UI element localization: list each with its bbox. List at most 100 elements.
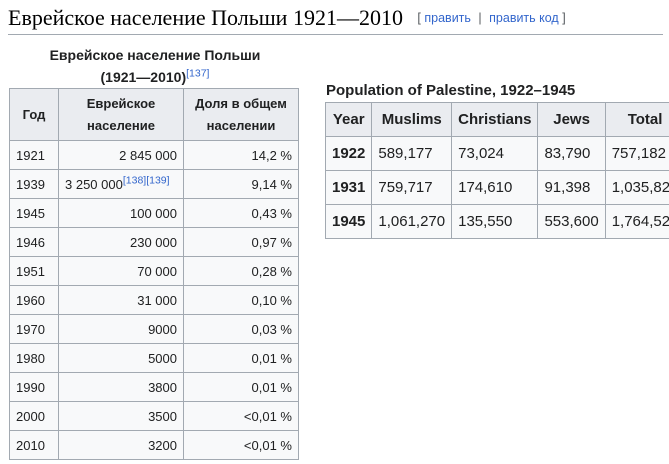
cell-year: 1980 bbox=[9, 343, 59, 373]
population-value: 5000 bbox=[148, 350, 177, 366]
cell-share: 0,03 % bbox=[183, 314, 299, 344]
cell-christians: 73,024 bbox=[451, 136, 539, 171]
edit-divider: | bbox=[478, 11, 482, 25]
cell-year: 2000 bbox=[9, 401, 59, 431]
population-value: 31 000 bbox=[137, 292, 177, 308]
table-row: 1951 70 000 0,28 % bbox=[9, 256, 299, 286]
cell-year: 1939 bbox=[9, 169, 59, 199]
palestine-population-table: Year Muslims Christians Jews Total 1922 5… bbox=[324, 102, 669, 239]
cell-muslims: 589,177 bbox=[371, 136, 453, 171]
cell-jews: 83,790 bbox=[537, 136, 606, 171]
column-header-christians: Christians bbox=[451, 102, 539, 137]
cell-share: 0,28 % bbox=[183, 256, 299, 286]
cell-share: <0,01 % bbox=[183, 401, 299, 431]
cell-population: 3800 bbox=[58, 372, 184, 402]
cell-jews: 91,398 bbox=[537, 170, 606, 205]
column-header-muslims: Muslims bbox=[371, 102, 453, 137]
cell-population: 9000 bbox=[58, 314, 184, 344]
cell-year: 1945 bbox=[9, 198, 59, 228]
cell-year: 1951 bbox=[9, 256, 59, 286]
cell-share: 0,01 % bbox=[183, 372, 299, 402]
cell-share: <0,01 % bbox=[183, 430, 299, 460]
cell-muslims: 759,717 bbox=[371, 170, 453, 205]
palestine-table-caption: Population of Palestine, 1922–1945 bbox=[326, 82, 576, 99]
column-header-jews: Jews bbox=[537, 102, 606, 137]
cell-year: 1946 bbox=[9, 227, 59, 257]
column-header-share: Доля в общем населении bbox=[183, 88, 299, 141]
caption-line-2: (1921—2010)[137] bbox=[9, 66, 301, 88]
cell-population: 3200 bbox=[58, 430, 184, 460]
section-heading: Еврейское население Польши 1921—2010 [ п… bbox=[8, 4, 663, 35]
cell-christians: 135,550 bbox=[451, 204, 539, 239]
population-value: 9000 bbox=[148, 321, 177, 337]
table-row: 1990 3800 0,01 % bbox=[9, 372, 299, 402]
caption-years: (1921—2010) bbox=[100, 69, 187, 85]
cell-year: 1931 bbox=[324, 170, 373, 205]
edit-bracket-close: ] bbox=[562, 11, 566, 25]
cell-total: 757,182 bbox=[604, 136, 669, 171]
edit-link[interactable]: править bbox=[424, 11, 471, 25]
reference-link[interactable]: [138][139] bbox=[122, 174, 170, 187]
population-value: 3800 bbox=[148, 379, 177, 395]
cell-christians: 174,610 bbox=[451, 170, 539, 205]
population-value: 100 000 bbox=[130, 205, 177, 221]
caption-line-1: Еврейское население Польши bbox=[49, 47, 261, 63]
table-row: 1939 3 250 000[138][139] 9,14 % bbox=[9, 169, 299, 199]
population-value: 2 845 000 bbox=[119, 147, 177, 163]
table-row: 1921 2 845 000 14,2 % bbox=[9, 140, 299, 170]
cell-population: 230 000 bbox=[58, 227, 184, 257]
cell-year: 1922 bbox=[324, 136, 373, 171]
cell-population: 3500 bbox=[58, 401, 184, 431]
cell-year: 1960 bbox=[9, 285, 59, 315]
edit-section-links: [ править | править код ] bbox=[417, 11, 565, 25]
table-row: 2010 3200 <0,01 % bbox=[9, 430, 299, 460]
table-header-row: Год Еврейское население Доля в общем нас… bbox=[9, 88, 299, 141]
column-header-year: Year bbox=[324, 102, 373, 137]
cell-population: 70 000 bbox=[58, 256, 184, 286]
cell-year: 1945 bbox=[324, 204, 373, 239]
cell-population: 5000 bbox=[58, 343, 184, 373]
population-value: 70 000 bbox=[137, 263, 177, 279]
cell-share: 0,10 % bbox=[183, 285, 299, 315]
cell-share: 9,14 % bbox=[183, 169, 299, 199]
column-header-total: Total bbox=[604, 102, 669, 137]
table-row: 1945 100 000 0,43 % bbox=[9, 198, 299, 228]
table-row: 1970 9000 0,03 % bbox=[9, 314, 299, 344]
section-title: Еврейское население Польши 1921—2010 bbox=[8, 5, 403, 30]
population-value: 3200 bbox=[148, 437, 177, 453]
cell-total: 1,035,821 bbox=[604, 170, 669, 205]
cell-year: 2010 bbox=[9, 430, 59, 460]
cell-year: 1990 bbox=[9, 372, 59, 402]
cell-share: 0,01 % bbox=[183, 343, 299, 373]
edit-code-link[interactable]: править код bbox=[489, 11, 559, 25]
table-row: 1922 589,177 73,024 83,790 757,182 bbox=[324, 136, 669, 171]
cell-population: 3 250 000[138][139] bbox=[58, 169, 184, 199]
table-row: 1980 5000 0,01 % bbox=[9, 343, 299, 373]
cell-year: 1970 bbox=[9, 314, 59, 344]
population-value: 230 000 bbox=[130, 234, 177, 250]
table-header-row: Year Muslims Christians Jews Total bbox=[324, 102, 669, 137]
table-row: 1960 31 000 0,10 % bbox=[9, 285, 299, 315]
poland-table-caption: Еврейское население Польши (1921—2010)[1… bbox=[9, 44, 301, 88]
poland-population-block: Еврейское население Польши (1921—2010)[1… bbox=[9, 44, 301, 460]
cell-jews: 553,600 bbox=[537, 204, 606, 239]
cell-population: 2 845 000 bbox=[58, 140, 184, 170]
cell-population: 100 000 bbox=[58, 198, 184, 228]
column-header-population: Еврейское население bbox=[58, 88, 184, 141]
edit-bracket-open: [ bbox=[417, 11, 421, 25]
table-row: 2000 3500 <0,01 % bbox=[9, 401, 299, 431]
cell-population: 31 000 bbox=[58, 285, 184, 315]
poland-population-table: Год Еврейское население Доля в общем нас… bbox=[9, 88, 299, 460]
cell-share: 0,43 % bbox=[183, 198, 299, 228]
population-value: 3 250 000 bbox=[65, 176, 123, 192]
cell-total: 1,764,520 bbox=[604, 204, 669, 239]
reference-link[interactable]: [137] bbox=[186, 67, 210, 80]
cell-share: 0,97 % bbox=[183, 227, 299, 257]
cell-year: 1921 bbox=[9, 140, 59, 170]
column-header-year: Год bbox=[9, 88, 59, 141]
palestine-population-block: Population of Palestine, 1922–1945 Year … bbox=[324, 80, 669, 239]
cell-muslims: 1,061,270 bbox=[371, 204, 453, 239]
population-value: 3500 bbox=[148, 408, 177, 424]
